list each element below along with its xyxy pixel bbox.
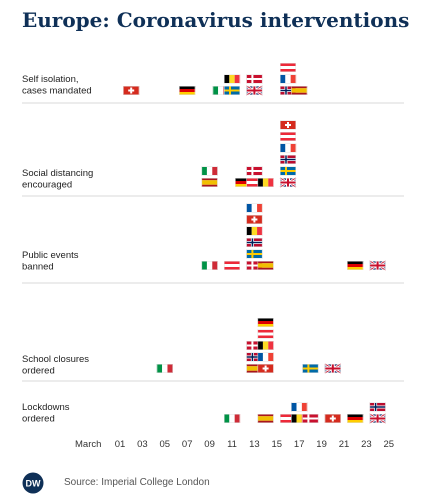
row-label-line: ordered (22, 414, 55, 425)
flag-belgium: Belgium (246, 226, 263, 236)
flag-norway: Norway (369, 402, 386, 412)
flag-germany: Germany (257, 318, 274, 327)
flag-switzerland: Switzerland (257, 364, 274, 373)
flag-norway: Norway (246, 238, 263, 247)
x-tick-label: 15 (272, 439, 283, 450)
chart-title: Europe: Coronavirus interventions (22, 8, 410, 32)
flag-sweden: Sweden (280, 166, 296, 176)
x-tick-label: 09 (204, 439, 215, 450)
row-label-3: Public events banned (22, 250, 79, 273)
flag-united-kingdom: United Kingdom (369, 413, 387, 424)
flag-belgium: Belgium (257, 178, 274, 187)
row-label-line: Self isolation, (22, 74, 79, 85)
flag-austria: Austria (280, 63, 296, 72)
x-tick-label: 21 (339, 439, 350, 450)
flag-italy: Italy (156, 364, 173, 373)
row-label-5: Lockdowns ordered (22, 402, 70, 425)
flag-united-kingdom: United Kingdom (324, 363, 342, 374)
row-label-line: ordered (22, 366, 55, 377)
row-label-line: Public events (22, 250, 79, 261)
row-label-line: Lockdowns (22, 402, 70, 413)
x-tick-label: 01 (115, 439, 126, 450)
flag-austria: Austria (257, 329, 274, 339)
x-tick-label: 19 (316, 439, 327, 450)
x-axis-label: March (75, 439, 101, 450)
flag-switzerland: Switzerland (246, 215, 263, 224)
flag-italy: Italy (224, 414, 241, 423)
row-label-line: banned (22, 262, 54, 273)
dw-logo-text: DW (26, 479, 41, 489)
flag-sweden: Sweden (302, 364, 319, 373)
x-tick-label: 25 (384, 439, 395, 450)
flag-belgium: Belgium (224, 74, 241, 84)
x-tick-label: 23 (361, 439, 372, 450)
flag-france: France (280, 74, 297, 84)
row-label-line: School closures (22, 354, 89, 365)
flag-norway: Norway (280, 155, 296, 164)
flag-spain: Spain (257, 414, 274, 423)
x-tick-label: 05 (160, 439, 171, 450)
flag-denmark: Denmark (246, 74, 263, 84)
flag-spain: Spain (257, 261, 274, 270)
x-tick-label: 03 (137, 439, 148, 450)
flag-united-kingdom: United Kingdom (279, 177, 297, 188)
flag-switzerland: Switzerland (324, 414, 341, 423)
x-tick-label: 11 (227, 439, 237, 450)
row-label-2: Social distancing encouraged (22, 168, 93, 191)
source-note: Source: Imperial College London (64, 477, 210, 488)
flag-italy: Italy (201, 261, 218, 270)
flag-switzerland: Switzerland (280, 120, 296, 130)
flag-denmark: Denmark (246, 166, 263, 176)
flag-france: France (291, 402, 308, 412)
flag-spain: Spain (291, 86, 308, 95)
flag-belgium: Belgium (257, 341, 274, 350)
flag-italy: Italy (201, 166, 218, 176)
row-label-1: Self isolation, cases mandated (22, 74, 92, 97)
flag-austria: Austria (224, 261, 240, 270)
flag-spain: Spain (201, 178, 218, 187)
flag-denmark: Denmark (302, 414, 319, 423)
x-tick-label: 13 (249, 439, 260, 450)
flag-united-kingdom: United Kingdom (245, 85, 263, 96)
row-label-line: encouraged (22, 180, 72, 191)
flag-france: France (257, 352, 274, 362)
flag-germany: Germany (347, 261, 364, 270)
flag-austria: Austria (280, 132, 296, 141)
flag-germany: Germany (179, 86, 196, 95)
x-tick-label: 07 (182, 439, 193, 450)
flag-united-kingdom: United Kingdom (369, 260, 387, 271)
x-tick-label: 17 (294, 439, 305, 450)
flag-germany: Germany (347, 414, 364, 423)
flag-sweden: Sweden (246, 249, 263, 259)
flag-sweden: Sweden (224, 86, 240, 95)
flag-switzerland: Switzerland (123, 86, 140, 95)
flag-france: France (246, 203, 263, 213)
row-label-line: cases mandated (22, 86, 92, 97)
row-label-4: School closures ordered (22, 354, 89, 377)
dw-logo: DW (22, 472, 44, 494)
row-label-line: Social distancing (22, 168, 93, 179)
flag-france: France (280, 143, 297, 153)
